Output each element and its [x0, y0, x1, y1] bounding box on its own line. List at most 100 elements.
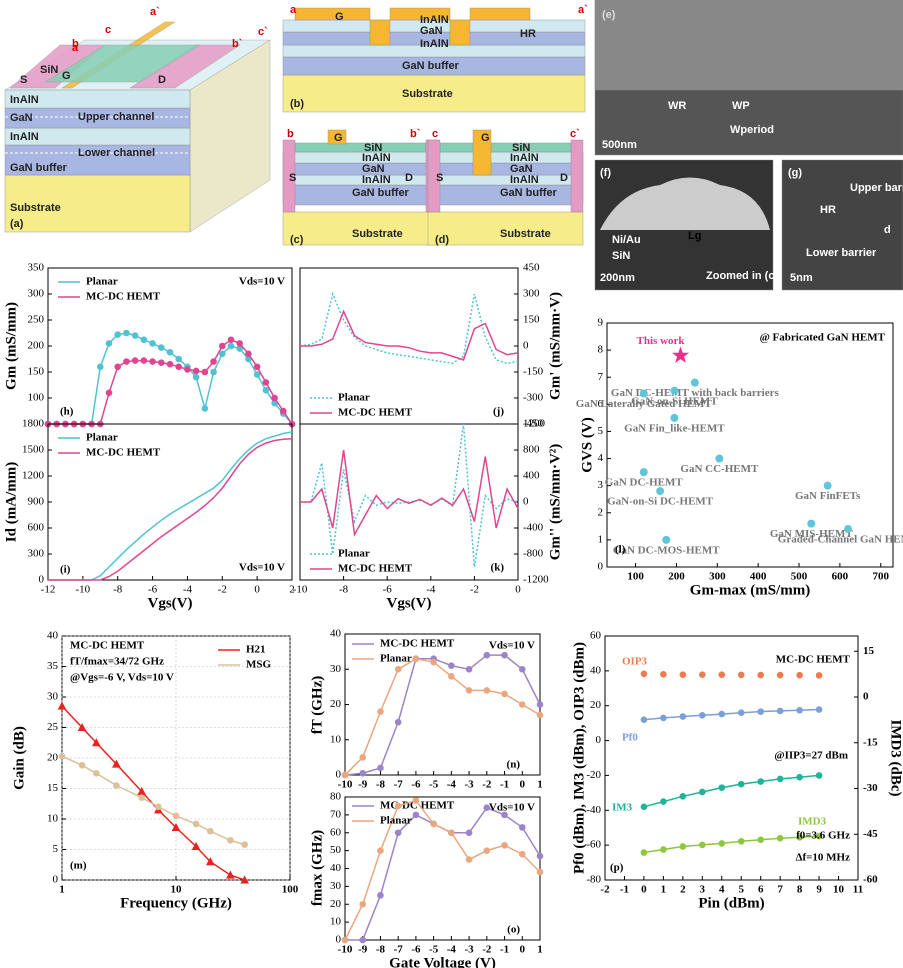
annotation: Vds=10 V [489, 640, 535, 652]
marker [776, 775, 784, 783]
x-tick-label: -7 [394, 944, 404, 956]
series-line [61, 705, 245, 881]
y-tick-label: 300 [28, 288, 45, 300]
gate [327, 129, 347, 145]
y-tick-label: 0 [53, 874, 59, 886]
diagram-label: GaN buffer [10, 162, 68, 174]
layer [282, 74, 586, 113]
marker [796, 706, 803, 714]
y-axis-label: GVS (V) [579, 417, 595, 472]
diagram-label: Lower barrier [806, 247, 877, 259]
y-tick-label: 5 [53, 843, 59, 855]
diagram-label: 500nm [602, 139, 637, 151]
x-tick-label: 2 [289, 584, 295, 596]
diagram-label: Upper channel [78, 111, 154, 123]
y-tick-label: 300 [28, 548, 45, 560]
diagram-label: 5nm [790, 272, 813, 284]
x-tick-label: -10 [293, 584, 308, 596]
marker [483, 687, 491, 694]
series-line [300, 449, 519, 537]
x-tick-label: 7 [777, 884, 783, 896]
marker [737, 837, 745, 845]
marker [377, 892, 384, 899]
marker [412, 797, 420, 804]
marker [192, 367, 200, 375]
marker [201, 405, 209, 412]
marker [157, 344, 165, 351]
x-tick-label: 2 [680, 884, 686, 896]
marker [58, 752, 66, 760]
diagram-label: S [436, 172, 443, 184]
marker [448, 673, 455, 680]
x-tick-label: 8 [797, 884, 803, 896]
y-tick-label: 40 [330, 862, 342, 874]
layer [439, 142, 572, 153]
diagram-label: (a) [10, 218, 24, 230]
marker [241, 841, 248, 848]
diagram-label: GaN [10, 112, 33, 124]
marker [157, 359, 165, 366]
diagram-label: G [62, 70, 71, 82]
diagram-label: Lg [688, 230, 701, 242]
y-axis-label: Gm' (mS/mm·V) [547, 292, 563, 400]
x-tick-label: -4 [447, 779, 457, 791]
marker [91, 738, 101, 747]
panel-label: (o) [507, 924, 520, 936]
diagram-label: Ni/Au [612, 234, 641, 246]
legend-label: Planar [338, 548, 370, 560]
series-line [61, 755, 245, 846]
marker [448, 829, 455, 837]
series-line [643, 708, 820, 721]
marker [227, 336, 235, 344]
y-tick-label: 0 [523, 496, 529, 508]
panel-label: (m) [70, 860, 87, 872]
marker [679, 671, 687, 678]
y-tick-label: -150 [523, 366, 544, 378]
drain [570, 139, 584, 213]
y-tick-label: 200 [28, 340, 45, 352]
marker [483, 847, 491, 854]
legend-label: MC-DC HEMT [86, 447, 161, 459]
marker [359, 754, 367, 761]
x-tick-label: -1 [500, 944, 509, 956]
x-tick-label: 400 [750, 571, 767, 583]
plot-frame [604, 635, 859, 881]
x-axis-label: Gm-max (mS/mm) [690, 582, 810, 598]
marker [465, 665, 473, 673]
marker [166, 348, 174, 356]
series-label: IM3 [612, 802, 633, 814]
x-tick-label: -1 [500, 779, 509, 791]
diagram-label: b` [410, 128, 421, 140]
diagram-label: a [290, 4, 297, 16]
marker [718, 840, 726, 847]
diagram-label: WR [668, 100, 686, 112]
marker [394, 718, 402, 726]
marker [155, 803, 162, 811]
marker [699, 712, 706, 719]
series-label: IMD3 [798, 816, 827, 828]
series-label: OIP3 [622, 656, 648, 668]
diagram-label: c` [570, 128, 580, 140]
y-axis-label: Id (mA/mm) [3, 462, 19, 542]
marker [192, 373, 200, 381]
y-tick-label: 35 [47, 660, 59, 672]
x-axis-label: Pin (dBm) [698, 895, 764, 911]
diagram-label: GaN [510, 163, 533, 175]
y-tick-label: 5 [598, 425, 604, 437]
marker [501, 811, 508, 819]
micrograph-top [594, 0, 903, 91]
y-tick-label: 30 [47, 691, 59, 703]
y-tick-label: 0 [523, 340, 529, 352]
plot-frame [47, 423, 293, 581]
marker [465, 856, 473, 863]
y-tick-label: 20 [330, 698, 342, 710]
marker [823, 481, 832, 490]
series-line [344, 657, 541, 776]
marker [138, 794, 145, 801]
marker [359, 900, 367, 908]
marker [737, 671, 745, 679]
y-tick-label: 0 [336, 934, 342, 946]
point-label: GaN DC-HEMT with back barriers [611, 387, 780, 399]
annotation: @Vgs=-6 V, Vds=10 V [70, 672, 174, 684]
y-tick-label: 150 [28, 366, 45, 378]
